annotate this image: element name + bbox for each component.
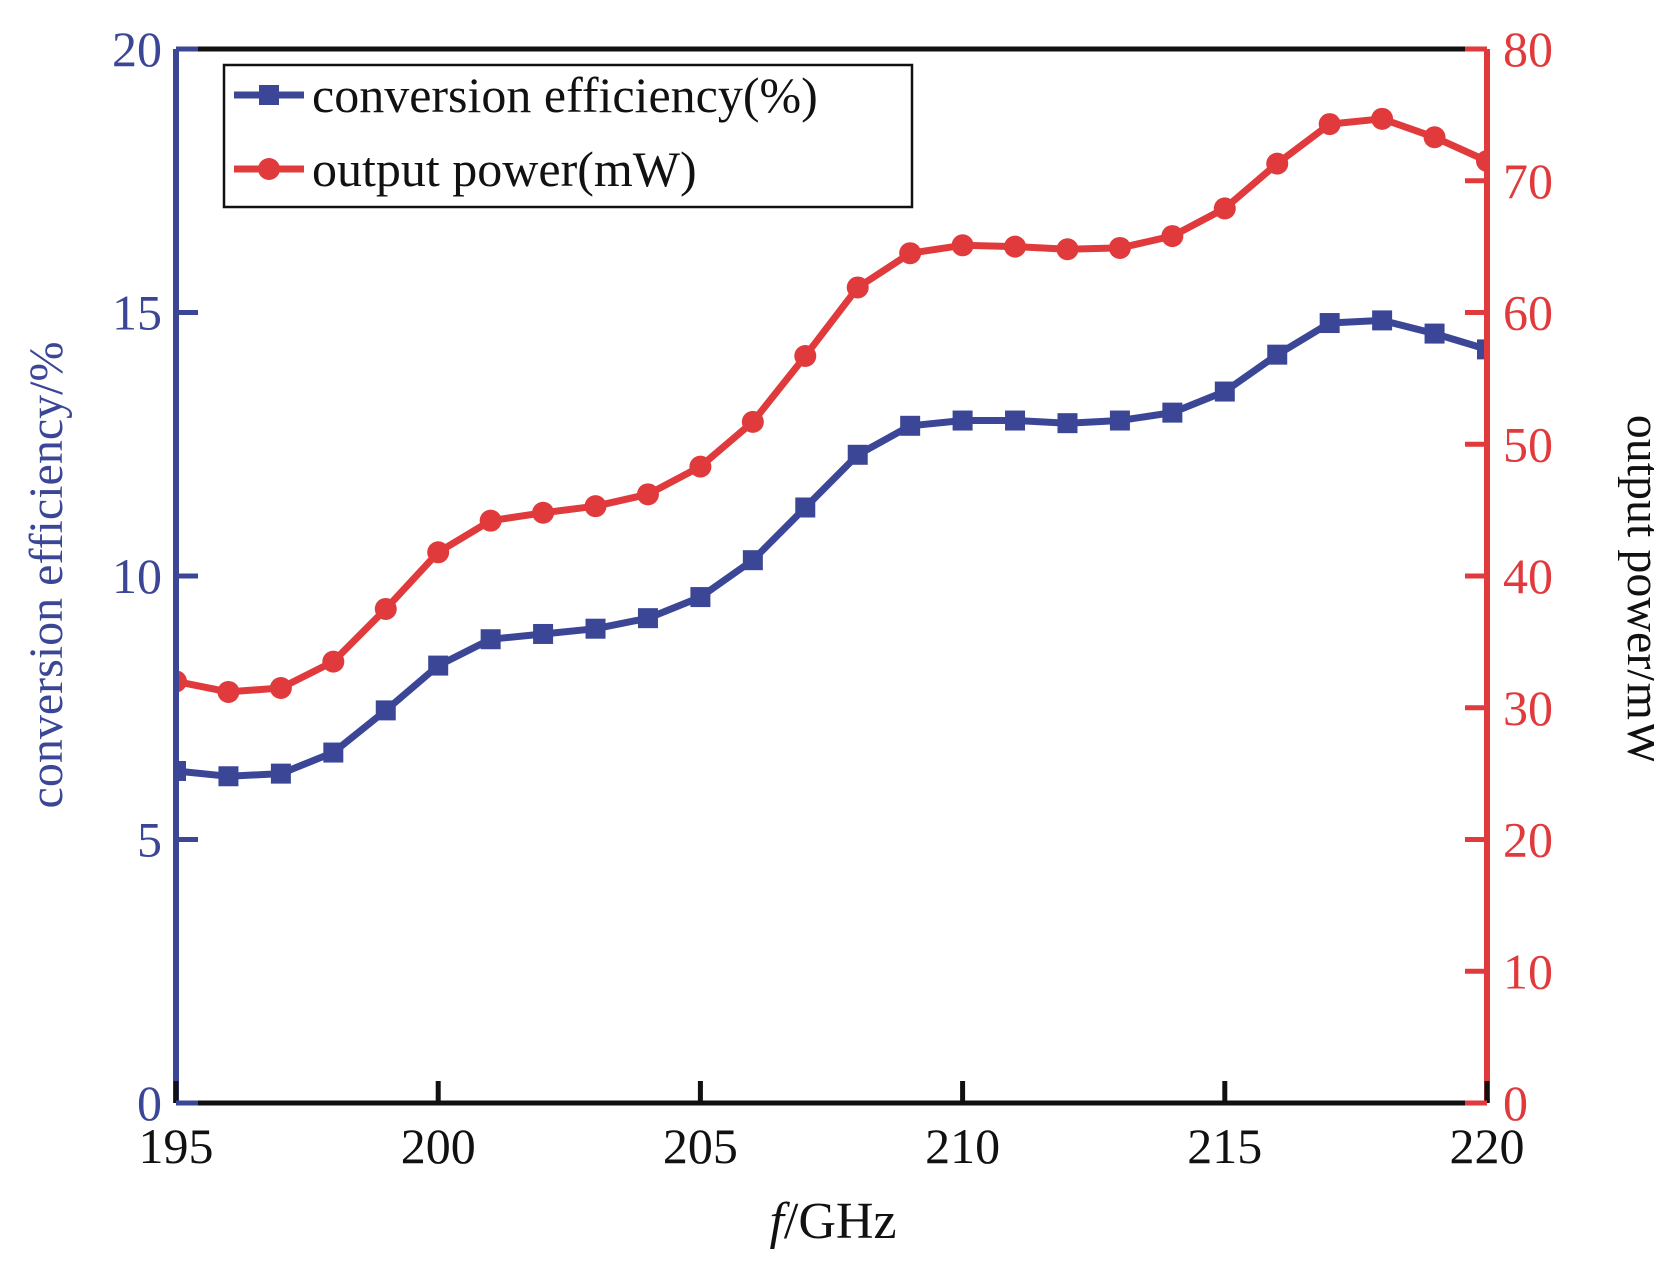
data-point <box>1161 225 1184 248</box>
x-tick-label: 205 <box>663 1118 738 1174</box>
data-point <box>533 623 554 644</box>
y-right-tick-label: 50 <box>1503 416 1553 472</box>
data-point <box>1423 126 1446 149</box>
y-right-tick-label: 20 <box>1503 812 1553 868</box>
y-left-tick-label: 5 <box>137 812 162 868</box>
data-point <box>480 629 501 650</box>
y-left-tick-label: 0 <box>137 1075 162 1131</box>
data-point <box>1056 238 1079 261</box>
data-point <box>218 766 239 787</box>
y-axis-right-label: output power/mW <box>1617 415 1654 766</box>
data-point <box>584 495 607 518</box>
data-point <box>1004 235 1027 258</box>
data-point <box>1109 410 1130 431</box>
data-point <box>323 742 344 763</box>
data-point <box>637 608 658 629</box>
x-tick-label: 210 <box>925 1118 1000 1174</box>
y-left-tick-label: 10 <box>112 548 162 604</box>
data-point <box>742 550 763 571</box>
data-point <box>1266 152 1289 175</box>
data-point <box>1213 197 1236 220</box>
data-point <box>899 242 922 265</box>
data-point <box>952 410 973 431</box>
y-left-tick-label: 20 <box>112 21 162 77</box>
x-axis-label: f/GHz <box>769 1193 896 1250</box>
data-point <box>1319 313 1340 334</box>
data-point <box>1267 344 1288 365</box>
data-point <box>951 234 974 257</box>
y-right-tick-label: 60 <box>1503 285 1553 341</box>
y-left-tick-label: 15 <box>112 285 162 341</box>
y-right-tick-label: 30 <box>1503 680 1553 736</box>
legend-marker-square <box>259 85 279 105</box>
data-point <box>532 501 555 524</box>
data-point <box>1162 402 1183 423</box>
data-point <box>427 541 450 564</box>
data-point <box>374 597 397 620</box>
data-point <box>1424 323 1445 344</box>
x-tick-label: 220 <box>1450 1118 1525 1174</box>
y-right-tick-label: 0 <box>1503 1075 1528 1131</box>
data-point <box>1318 113 1341 136</box>
data-point <box>1108 236 1131 259</box>
series-line-1 <box>172 316 1491 780</box>
legend-marker-circle <box>258 158 280 180</box>
data-point <box>690 587 711 608</box>
data-point <box>689 455 712 478</box>
data-point <box>269 676 292 699</box>
data-point <box>1371 107 1394 130</box>
right-margin-mask <box>1489 0 1654 1265</box>
legend-label: conversion efficiency(%) <box>312 67 818 123</box>
series-line-2 <box>172 115 1491 696</box>
x-tick-label: 215 <box>1187 1118 1262 1174</box>
data-point <box>900 415 921 436</box>
x-tick-label: 195 <box>139 1118 214 1174</box>
data-point <box>846 276 869 299</box>
data-point <box>1057 413 1078 434</box>
legend-label: output power(mW) <box>312 141 697 197</box>
data-point <box>795 497 816 518</box>
left-margin-mask <box>0 0 174 1265</box>
y-right-tick-label: 80 <box>1503 21 1553 77</box>
data-point <box>1005 410 1026 431</box>
legend-box <box>222 63 914 209</box>
data-point <box>1372 310 1393 331</box>
data-point <box>636 483 659 506</box>
data-point <box>217 680 240 703</box>
x-tick-label: 200 <box>401 1118 476 1174</box>
y-right-tick-label: 40 <box>1503 548 1553 604</box>
data-point <box>1214 381 1235 402</box>
data-point <box>270 763 291 784</box>
data-point <box>322 650 345 673</box>
x-axis-label-unit: /GHz <box>784 1193 897 1250</box>
data-point <box>375 700 396 721</box>
y-right-tick-label: 10 <box>1503 943 1553 999</box>
data-point <box>585 618 606 639</box>
y-axis-left-label: conversion efficiency/% <box>20 342 73 809</box>
data-point <box>847 444 868 465</box>
data-point <box>741 410 764 433</box>
data-point <box>794 344 817 367</box>
y-right-tick-label: 70 <box>1503 153 1553 209</box>
data-point <box>428 655 449 676</box>
data-point <box>479 509 502 532</box>
